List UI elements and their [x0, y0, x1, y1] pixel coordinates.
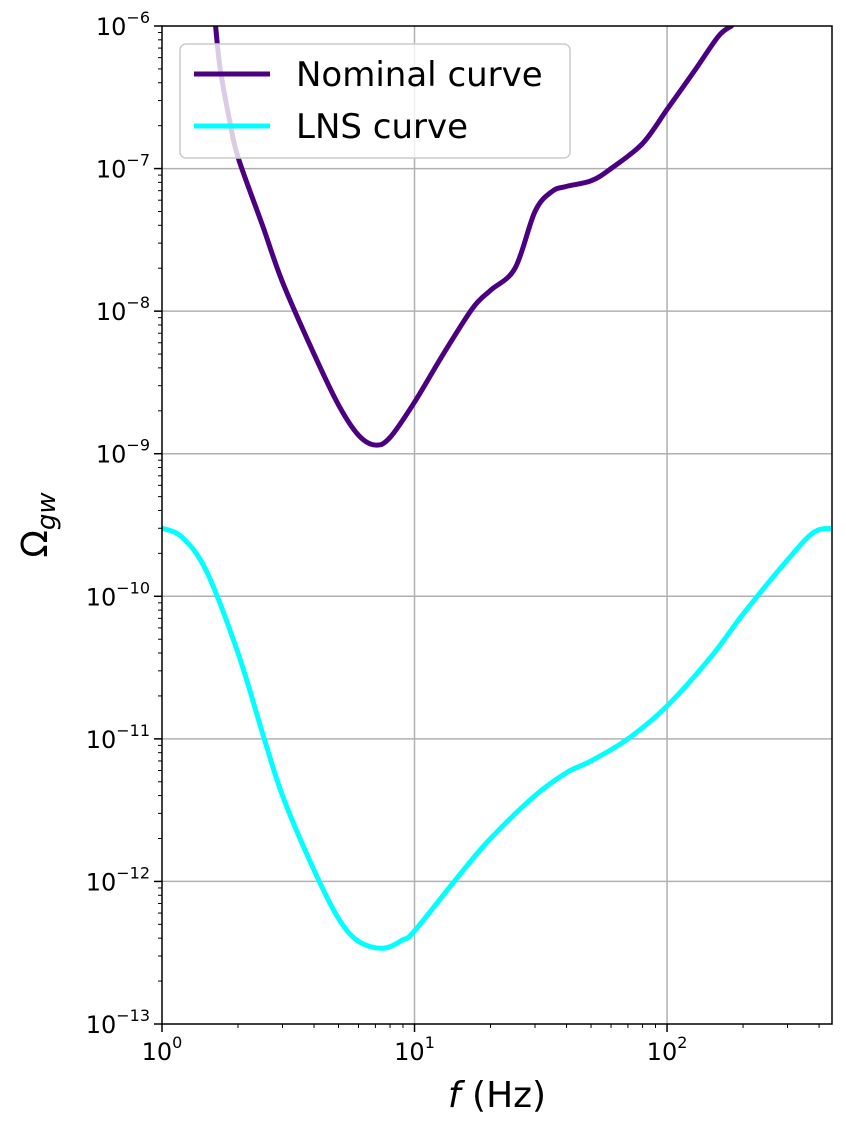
series-line-nominal-curve	[213, 26, 735, 448]
y-tick-label-6: 10−7	[96, 151, 150, 184]
plot-frame	[161, 25, 833, 1025]
legend: Nominal curve LNS curve	[179, 43, 571, 159]
y-tick-label-0: 10−13	[86, 1006, 150, 1039]
y-axis-base: Ω	[15, 530, 56, 558]
major-ticks	[154, 25, 668, 1032]
series-line-lns-curve	[162, 525, 832, 951]
grid	[162, 26, 832, 1024]
y-tick-label-4: 10−9	[96, 436, 150, 469]
y-tick-label-5: 10−8	[96, 293, 150, 326]
y-axis-sub: gw	[32, 492, 62, 531]
tick-labels: 100 101 102 10−13 10−12 10−11 10−10 10−9 10−8 10−…	[86, 8, 688, 1066]
x-tick-label-2: 102	[647, 1033, 688, 1066]
x-axis-unit: (Hz)	[461, 1075, 547, 1116]
legend-label-nominal: Nominal curve	[296, 55, 543, 95]
y-tick-label-2: 10−11	[86, 721, 150, 754]
x-tick-label-1: 101	[394, 1033, 435, 1066]
series-layer	[162, 26, 832, 951]
x-axis-title: f (Hz)	[448, 1075, 546, 1116]
y-tick-label-1: 10−12	[86, 863, 150, 896]
legend-label-lns: LNS curve	[296, 107, 468, 147]
x-tick-label-0: 100	[142, 1033, 183, 1066]
y-tick-label-7: 10−6	[96, 8, 150, 41]
legend-box	[179, 43, 571, 159]
y-tick-label-3: 10−10	[86, 578, 150, 611]
y-axis-title: Ωgw	[15, 492, 62, 558]
